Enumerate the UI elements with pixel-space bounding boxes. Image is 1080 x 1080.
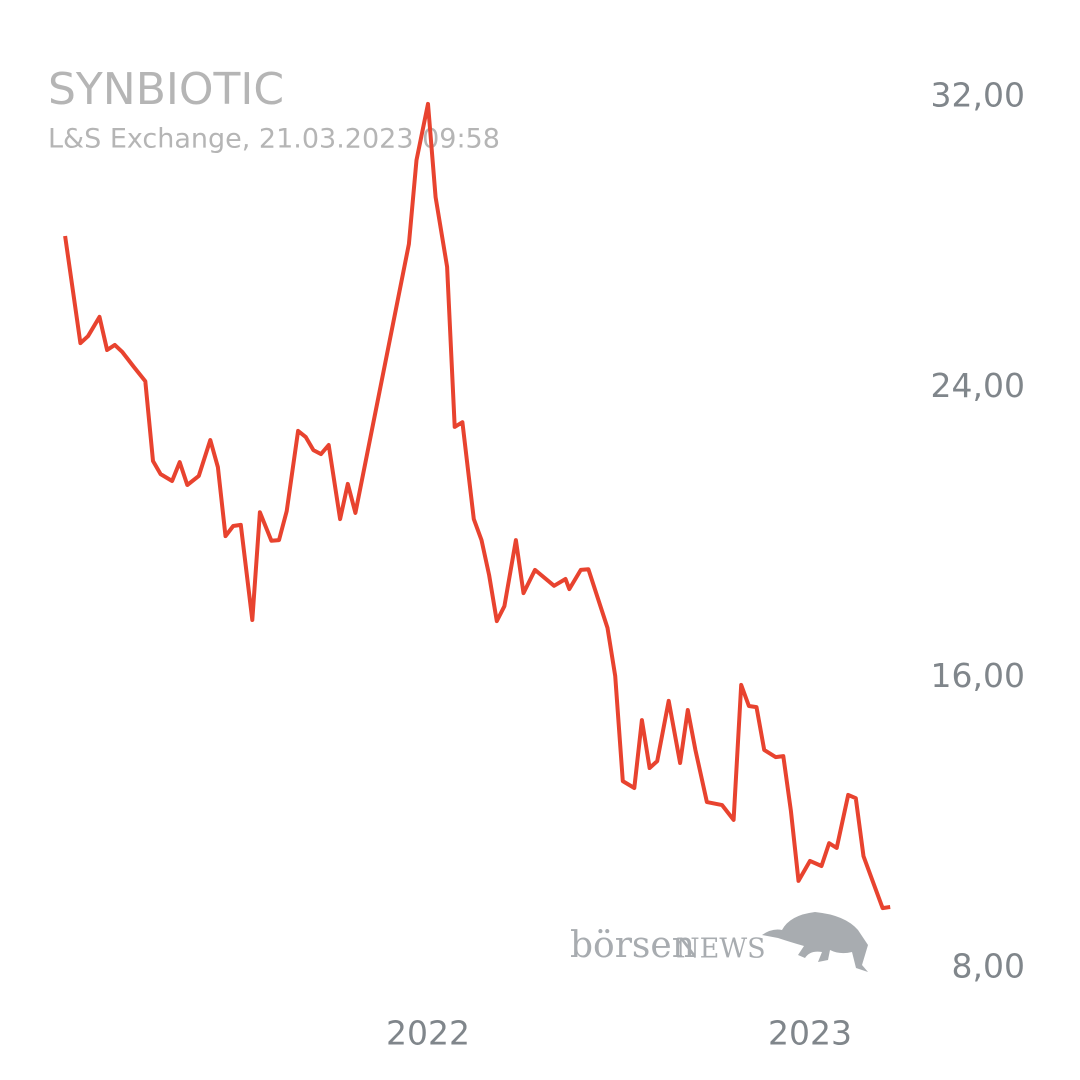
y-tick-label: 32,00 xyxy=(931,76,1025,115)
y-tick-label: 16,00 xyxy=(931,656,1025,695)
watermark-text: börsen xyxy=(570,925,695,966)
y-tick-label: 8,00 xyxy=(952,947,1025,986)
bull-icon xyxy=(762,912,868,972)
watermark-text: NEWS xyxy=(676,934,766,965)
x-tick-label: 2023 xyxy=(768,1014,852,1053)
y-tick-label: 24,00 xyxy=(931,366,1025,405)
chart-title: SYNBIOTIC xyxy=(48,64,284,115)
watermark: börsen NEWS xyxy=(570,912,868,972)
price-line xyxy=(63,101,891,911)
x-tick-label: 2022 xyxy=(386,1014,470,1053)
